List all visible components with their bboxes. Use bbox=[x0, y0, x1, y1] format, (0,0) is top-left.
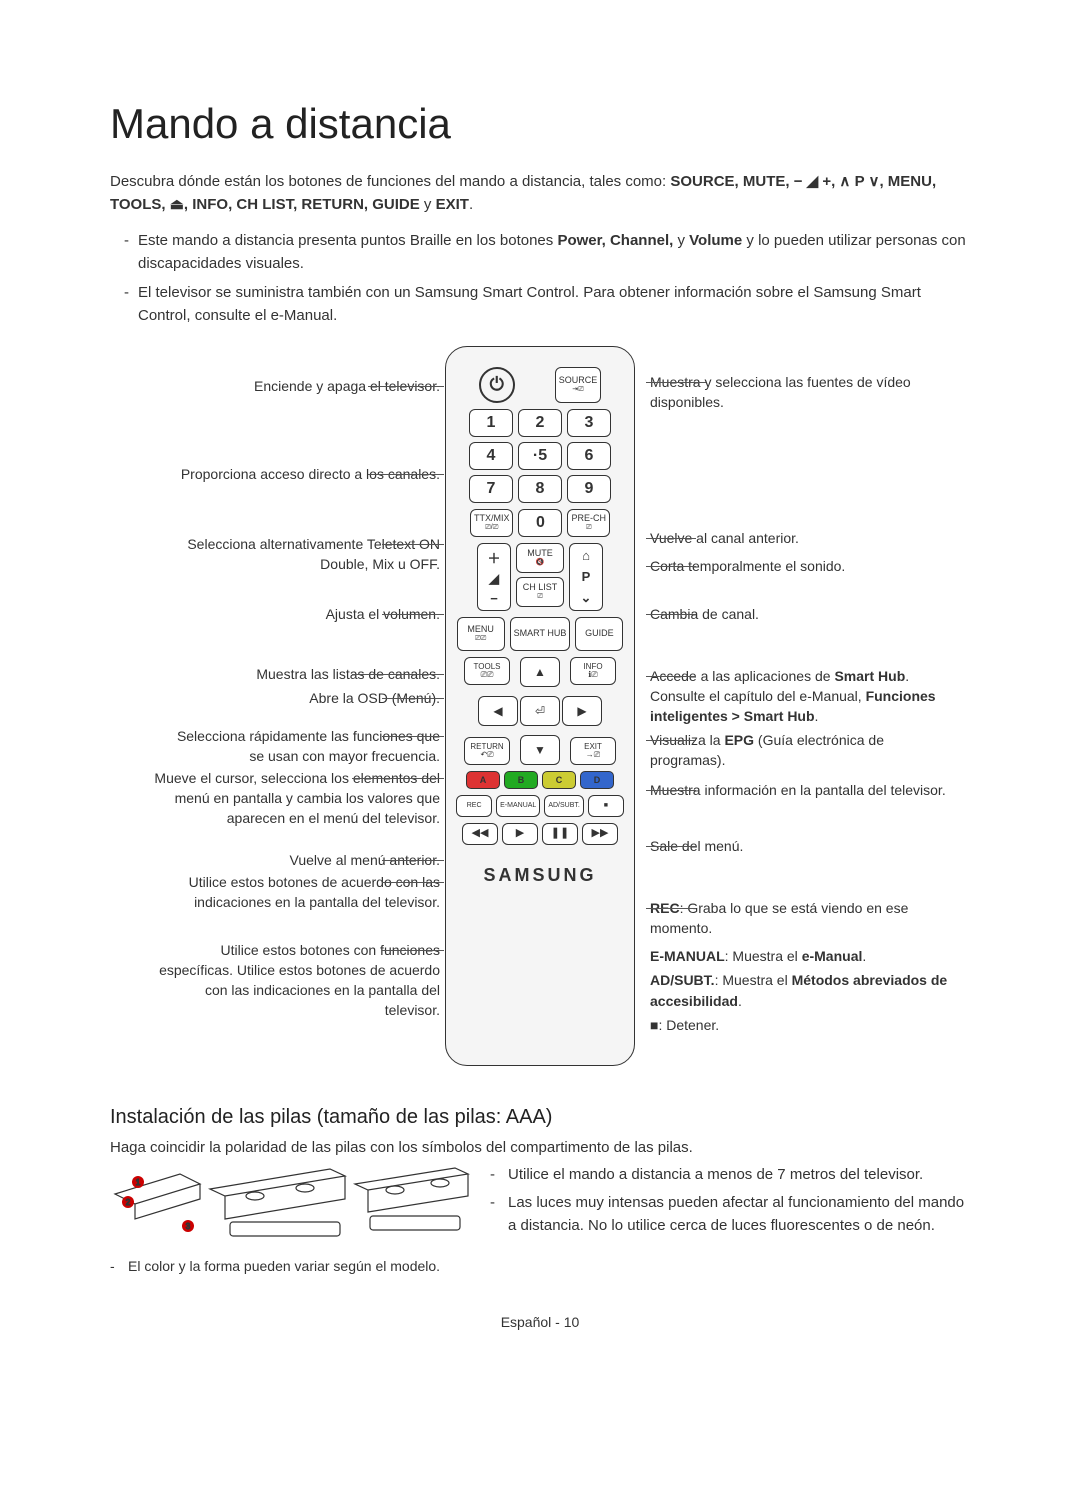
battery-note-distance: Utilice el mando a distancia a menos de … bbox=[490, 1164, 970, 1187]
exit-button: EXIT→⎚ bbox=[570, 737, 616, 765]
battery-illustration: 1 2 3 bbox=[110, 1164, 470, 1254]
menu-button: MENU⎚⎚ bbox=[457, 617, 505, 651]
num-3: 3 bbox=[567, 409, 611, 437]
rec-button: REC bbox=[456, 795, 492, 817]
callout-cursor: Mueve el cursor, selecciona los elemento… bbox=[150, 768, 440, 829]
callout-exit: Sale del menú. bbox=[650, 836, 950, 856]
ff-button: ▶▶ bbox=[582, 823, 618, 845]
callout-func-buttons: Utilice estos botones con funciones espe… bbox=[150, 940, 440, 1021]
callout-guide: Visualiza la EPG (Guía electrónica de pr… bbox=[650, 730, 950, 771]
callout-info: Muestra información en la pantalla del t… bbox=[650, 780, 950, 800]
callout-source: Muestra y selecciona las fuentes de víde… bbox=[650, 372, 950, 413]
emanual-button: E-MANUAL bbox=[496, 795, 540, 817]
num-5: ·5 bbox=[518, 442, 562, 470]
note-smartcontrol: El televisor se suministra también con u… bbox=[124, 281, 970, 328]
callout-chlist: Muestra las listas de canales. bbox=[160, 664, 440, 684]
color-buttons: A B C D bbox=[466, 771, 614, 789]
page-number: Español - 10 bbox=[110, 1314, 970, 1330]
guide-button: GUIDE bbox=[575, 617, 623, 651]
ttx-button: TTX/MIX⎚/⎚ bbox=[470, 509, 514, 537]
stop-button: ■ bbox=[588, 795, 624, 817]
playback-row: ◀◀ ▶ ❚❚ ▶▶ bbox=[462, 823, 618, 845]
svg-text:1: 1 bbox=[136, 1178, 141, 1187]
brand-label: SAMSUNG bbox=[483, 865, 596, 886]
pause-button: ❚❚ bbox=[542, 823, 578, 845]
remote-body: ⏻ SOURCE⇥⎚ 1 2 3 4 ·5 6 7 8 9 TTX/MIX⎚/⎚… bbox=[445, 346, 635, 1066]
callout-prech: Vuelve al canal anterior. bbox=[650, 528, 950, 548]
callout-rec-block: REC: Graba lo que se está viendo en ese … bbox=[650, 898, 960, 1036]
intro-notes: Este mando a distancia presenta puntos B… bbox=[110, 229, 970, 328]
callout-color-buttons: Utilice estos botones de acuerdo con las… bbox=[150, 872, 440, 913]
chlist-button: CH LIST⎚ bbox=[516, 577, 564, 607]
callout-menu: Abre la OSD (Menú). bbox=[160, 688, 440, 708]
return-button: RETURN↶⎚ bbox=[464, 737, 510, 765]
num-7: 7 bbox=[469, 475, 513, 503]
source-button: SOURCE⇥⎚ bbox=[555, 367, 602, 403]
dpad: TOOLS⎚⎚ INFOℹ⎚ RETURN↶⎚ EXIT→⎚ ▲ ▼ ◀ ▶ ⏎ bbox=[464, 657, 616, 765]
channel-rocker: ⌂P⌄ bbox=[569, 543, 603, 611]
num-1: 1 bbox=[469, 409, 513, 437]
num-8: 8 bbox=[518, 475, 562, 503]
battery-heading: Instalación de las pilas (tamaño de las … bbox=[110, 1106, 970, 1129]
dpad-up: ▲ bbox=[520, 657, 560, 687]
callout-tools: Selecciona rápidamente las funciones que… bbox=[160, 726, 440, 767]
page-title: Mando a distancia bbox=[110, 100, 970, 148]
tools-button: TOOLS⎚⎚ bbox=[464, 657, 510, 685]
dpad-right: ▶ bbox=[562, 696, 602, 726]
color-c: C bbox=[542, 771, 576, 789]
battery-note-lights: Las luces muy intensas pueden afectar al… bbox=[490, 1192, 970, 1237]
callout-return: Vuelve al menú anterior. bbox=[160, 850, 440, 870]
function-row: REC E-MANUAL AD/SUBT. ■ bbox=[456, 795, 624, 817]
color-b: B bbox=[504, 771, 538, 789]
callout-power: Enciende y apaga el televisor. bbox=[160, 376, 440, 396]
dpad-enter: ⏎ bbox=[520, 696, 560, 726]
callout-direct-channels: Proporciona acceso directo a los canales… bbox=[160, 464, 440, 484]
power-button: ⏻ bbox=[479, 367, 515, 403]
remote-diagram: Enciende y apaga el televisor. Proporcio… bbox=[110, 346, 970, 1086]
num-6: 6 bbox=[567, 442, 611, 470]
play-button: ▶ bbox=[502, 823, 538, 845]
info-button: INFOℹ⎚ bbox=[570, 657, 616, 685]
num-4: 4 bbox=[469, 442, 513, 470]
callout-ttx: Selecciona alternativamente Teletext ON … bbox=[160, 534, 440, 575]
dpad-down: ▼ bbox=[520, 735, 560, 765]
callout-volume: Ajusta el volumen. bbox=[160, 604, 440, 624]
volume-rocker: ＋◢− bbox=[477, 543, 511, 611]
intro-text: Descubra dónde están los botones de func… bbox=[110, 170, 970, 217]
battery-note-model: El color y la forma pueden variar según … bbox=[110, 1258, 970, 1274]
callout-channel: Cambia de canal. bbox=[650, 604, 950, 624]
number-pad: 1 2 3 4 ·5 6 7 8 9 bbox=[469, 409, 611, 503]
color-a: A bbox=[466, 771, 500, 789]
num-0: 0 bbox=[518, 509, 562, 537]
rew-button: ◀◀ bbox=[462, 823, 498, 845]
svg-text:3: 3 bbox=[186, 1222, 191, 1231]
mute-button: MUTE🔇 bbox=[516, 543, 564, 573]
adsubt-button: AD/SUBT. bbox=[544, 795, 584, 817]
num-9: 9 bbox=[567, 475, 611, 503]
svg-text:2: 2 bbox=[126, 1198, 131, 1207]
note-braille: Este mando a distancia presenta puntos B… bbox=[124, 229, 970, 276]
callout-smarthub: Accede a las aplicaciones de Smart Hub. … bbox=[650, 666, 960, 727]
callout-mute: Corta temporalmente el sonido. bbox=[650, 556, 950, 576]
battery-notes: Utilice el mando a distancia a menos de … bbox=[490, 1164, 970, 1254]
battery-instruction: Haga coincidir la polaridad de las pilas… bbox=[110, 1139, 970, 1156]
dpad-left: ◀ bbox=[478, 696, 518, 726]
color-d: D bbox=[580, 771, 614, 789]
num-2: 2 bbox=[518, 409, 562, 437]
prech-button: PRE-CH⎚ bbox=[567, 509, 610, 537]
smarthub-button: SMART HUB bbox=[510, 617, 571, 651]
